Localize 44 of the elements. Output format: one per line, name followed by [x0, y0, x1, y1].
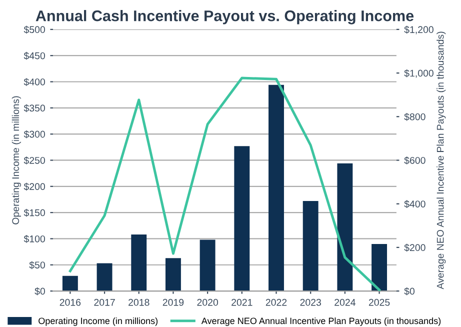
- y-tick-label: $150: [24, 208, 45, 217]
- y-tick-label: $100: [24, 235, 45, 243]
- bar: [302, 201, 318, 292]
- x-tick-label: 2018: [128, 298, 150, 306]
- x-tick-label: 2025: [368, 298, 390, 306]
- legend-label: Operating Income (in millions): [38, 317, 158, 326]
- y-tick-label: $450: [24, 52, 45, 60]
- y2-tick-label: $1,200: [404, 26, 434, 34]
- y2-tick-label: $1,000: [404, 69, 434, 78]
- y-tick-label: $300: [24, 130, 45, 138]
- bar: [131, 234, 147, 292]
- legend-label: Average NEO Annual Incentive Plan Payouts (in thousands): [201, 317, 441, 326]
- y2-axis-title: Average NEO Annual Incentive Plan Payouts (in thousands): [436, 32, 446, 290]
- bar: [200, 240, 216, 292]
- x-tick-label: 2016: [60, 298, 81, 306]
- y2-tick-label: $800: [404, 112, 426, 121]
- chart-title: Annual Cash Incentive Payout vs. Operating Income: [36, 10, 414, 24]
- x-tick-label: 2024: [334, 298, 356, 306]
- y-tick-label: $350: [24, 104, 45, 112]
- y2-tick-label: $0: [404, 287, 415, 296]
- bar: [372, 244, 388, 292]
- y-tick-label: $250: [24, 156, 45, 164]
- x-tick-label: 2023: [300, 298, 321, 306]
- x-tick-label: 2021: [232, 298, 252, 306]
- x-tick-label: 2022: [266, 298, 287, 306]
- x-tick-label: 2017: [94, 298, 115, 306]
- y2-tick-label: $200: [404, 244, 426, 252]
- bar: [337, 163, 353, 292]
- y2-tick-label: $600: [404, 156, 426, 164]
- bar: [62, 276, 78, 292]
- bar: [165, 258, 181, 292]
- x-tick-label: 2020: [197, 298, 218, 306]
- y-tick-label: $500: [24, 26, 45, 34]
- y-tick-label: $50: [29, 261, 45, 270]
- y-tick-label: $0: [34, 287, 45, 296]
- bar: [96, 263, 112, 292]
- y-axis-title: Operating Income (in millions): [12, 96, 21, 224]
- line-series: [68, 76, 381, 292]
- y-tick-label: $200: [24, 182, 45, 191]
- bar: [234, 146, 250, 292]
- y2-tick-label: $400: [404, 200, 426, 208]
- x-tick-label: 2019: [162, 298, 184, 306]
- bar: [268, 84, 284, 292]
- y-tick-label: $400: [24, 78, 45, 86]
